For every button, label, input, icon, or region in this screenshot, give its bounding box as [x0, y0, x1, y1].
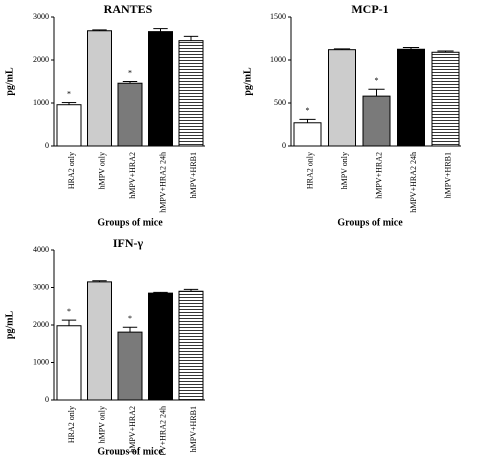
y-tick-label: 4000	[33, 245, 49, 254]
chart-title: RANTES	[104, 2, 153, 16]
bar	[431, 51, 460, 147]
bar	[117, 82, 143, 147]
bar	[397, 48, 425, 147]
y-tick-label: 1000	[33, 357, 49, 366]
y-tick-label: 500	[274, 98, 286, 107]
bar	[178, 40, 204, 147]
y-tick-label: 2000	[33, 55, 49, 64]
bar	[87, 281, 112, 401]
category-label: hMPV+HRA2	[128, 152, 137, 199]
y-tick-label: 0	[45, 141, 49, 150]
bar	[178, 290, 204, 401]
significance-marker: *	[128, 314, 132, 323]
y-tick-label: 3000	[33, 282, 49, 291]
y-tick-label: 2000	[33, 320, 49, 329]
category-label: hMPV+HRA2	[128, 406, 137, 453]
category-label: hMPV only	[97, 406, 106, 443]
category-label: hMPV+HRA2 24h	[158, 152, 167, 213]
bar	[148, 292, 173, 401]
x-axis-label: Groups of mice	[337, 217, 403, 228]
chart-panel-2: IFN-γ pg/mL 0 1000 2000 3000 4000 * HRA2 only hMP…	[4, 236, 205, 455]
y-tick-label: 1000	[33, 98, 49, 107]
significance-marker: *	[306, 106, 310, 115]
category-label: hMPV+HRB1	[189, 152, 198, 198]
chart-panel-1: MCP-1 pg/mL 0 500 1000 1500 * HRA2 only hMPV onl…	[242, 2, 461, 228]
y-axis-label: pg/mL	[4, 311, 15, 340]
category-label: hMPV+HRB1	[443, 152, 452, 198]
y-axis-label: pg/mL	[242, 67, 253, 96]
category-label: hMPV only	[340, 152, 349, 189]
category-label: HRA2 only	[67, 152, 76, 189]
y-tick-label: 1500	[270, 12, 286, 21]
y-axis-label: pg/mL	[4, 67, 15, 96]
category-label: hMPV+HRA2 24h	[158, 406, 167, 455]
chart-title: IFN-γ	[113, 236, 144, 250]
significance-marker: *	[128, 68, 132, 77]
chart-title: MCP-1	[351, 2, 388, 16]
category-label: hMPV+HRA2 24h	[409, 152, 418, 213]
category-label: hMPV only	[97, 152, 106, 189]
y-tick-label: 0	[282, 141, 286, 150]
significance-marker: *	[67, 307, 71, 316]
bar	[117, 331, 143, 401]
bar	[362, 95, 391, 147]
x-axis-label: Groups of mice	[97, 446, 163, 455]
category-label: hMPV+HRA2	[374, 152, 383, 199]
bar	[56, 325, 82, 401]
bar	[87, 30, 112, 147]
category-label: HRA2 only	[67, 406, 76, 443]
bar	[328, 49, 356, 147]
y-tick-label: 0	[45, 395, 49, 404]
bar	[148, 31, 173, 147]
category-label: HRA2 only	[305, 152, 314, 189]
y-tick-label: 3000	[33, 12, 49, 21]
x-axis-label: Groups of mice	[97, 217, 163, 228]
bar	[56, 104, 82, 147]
significance-marker: *	[67, 89, 71, 98]
category-label: hMPV+HRB1	[189, 406, 198, 452]
significance-marker: *	[375, 76, 379, 85]
chart-panel-0: RANTES pg/mL 0 1000 2000 3000 * HRA2 only hMPV o…	[4, 2, 205, 228]
y-tick-label: 1000	[270, 55, 286, 64]
bar	[293, 122, 322, 147]
